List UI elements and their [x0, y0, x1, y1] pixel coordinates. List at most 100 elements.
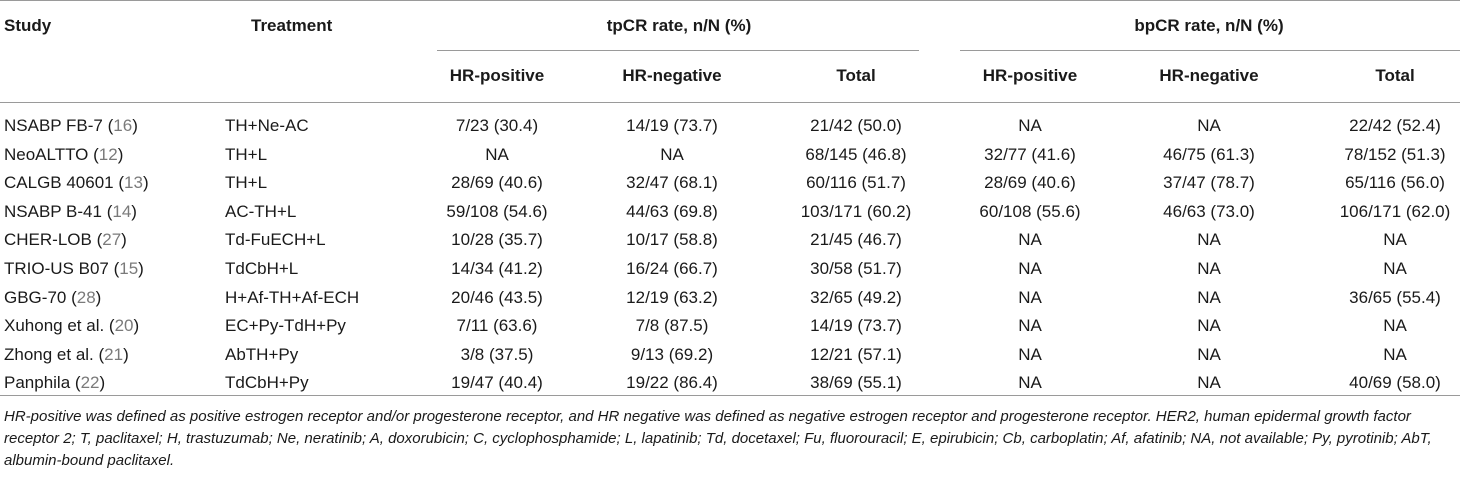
study-name: CALGB 40601 — [4, 173, 114, 193]
value-cell: 7/8 (87.5) — [635, 316, 709, 336]
value-cell: NA — [1197, 316, 1221, 336]
value-cell: 7/11 (63.6) — [456, 316, 538, 336]
reference-number: 16 — [113, 116, 133, 135]
study-name: CHER-LOB — [4, 230, 92, 250]
value-cell: 68/145 (46.8) — [805, 144, 907, 164]
study-cell: NSABP B-41 (14) — [4, 201, 137, 221]
value-cell: NA — [1197, 287, 1221, 307]
header-treatment: Treatment — [251, 16, 333, 35]
treatment-cell: TH+L — [225, 173, 268, 193]
value-cell: 78/152 (51.3) — [1344, 144, 1446, 164]
value-cell: 22/42 (52.4) — [1349, 116, 1441, 135]
study-cell: CALGB 40601 (13) — [4, 173, 149, 193]
value-cell: 46/63 (73.0) — [1163, 201, 1255, 221]
header-tpcr-hr-negative: HR-negative — [622, 66, 722, 85]
reference-number: 22 — [80, 373, 100, 393]
treatment-cell: H+Af-TH+Af-ECH — [225, 287, 360, 307]
value-cell: 9/13 (69.2) — [630, 344, 714, 364]
header-study: Study — [4, 16, 52, 35]
header-tpcr-total: Total — [836, 66, 876, 85]
value-cell: NA — [1383, 316, 1407, 336]
value-cell: 7/23 (30.4) — [455, 116, 539, 135]
study-cell: Xuhong et al. (20) — [4, 316, 140, 336]
reference-number: 27 — [102, 230, 122, 250]
header-bpcr-hr-positive: HR-positive — [982, 66, 1078, 85]
treatment-cell: TH+L — [225, 144, 268, 164]
treatment-cell: TH+Ne-AC — [225, 116, 309, 135]
value-cell: 21/45 (46.7) — [810, 230, 902, 250]
value-cell: 20/46 (43.5) — [451, 287, 543, 307]
value-cell: 12/19 (63.2) — [626, 287, 718, 307]
header-tpcr-group: tpCR rate, n/N (%) — [606, 16, 752, 35]
study-cell: CHER-LOB (27) — [4, 230, 127, 250]
study-name: NSABP FB-7 — [4, 116, 103, 135]
value-cell: 40/69 (58.0) — [1349, 373, 1441, 393]
header-bpcr-hr-negative: HR-negative — [1159, 66, 1259, 85]
value-cell: 14/34 (41.2) — [451, 259, 543, 278]
study-name: NSABP B-41 — [4, 201, 102, 221]
value-cell: 14/19 (73.7) — [810, 316, 902, 336]
value-cell: 38/69 (55.1) — [810, 373, 902, 393]
value-cell: 46/75 (61.3) — [1163, 144, 1255, 164]
value-cell: NA — [1018, 316, 1042, 336]
value-cell: NA — [1018, 344, 1042, 364]
value-cell: NA — [1018, 116, 1042, 135]
study-cell: NeoALTTO (12) — [4, 144, 124, 164]
value-cell: 32/65 (49.2) — [810, 287, 902, 307]
value-cell: NA — [660, 144, 684, 164]
value-cell: 28/69 (40.6) — [451, 173, 543, 193]
reference-number: 15 — [119, 259, 139, 278]
study-name: Zhong et al. — [4, 344, 94, 364]
reference-number: 12 — [98, 144, 118, 164]
value-cell: 103/171 (60.2) — [800, 201, 912, 221]
value-cell: 106/171 (62.0) — [1339, 201, 1451, 221]
value-cell: NA — [1383, 230, 1407, 250]
study-cell: Panphila (22) — [4, 373, 106, 393]
value-cell: 19/22 (86.4) — [626, 373, 718, 393]
value-cell: 12/21 (57.1) — [810, 344, 902, 364]
study-cell: TRIO-US B07 (15) — [4, 259, 144, 278]
value-cell: 14/19 (73.7) — [626, 116, 718, 135]
value-cell: 3/8 (37.5) — [460, 344, 534, 364]
value-cell: 16/24 (66.7) — [626, 259, 718, 278]
value-cell: 65/116 (56.0) — [1345, 173, 1445, 193]
value-cell: 32/47 (68.1) — [626, 173, 718, 193]
value-cell: 21/42 (50.0) — [810, 116, 902, 135]
value-cell: 59/108 (54.6) — [446, 201, 548, 221]
value-cell: 32/77 (41.6) — [984, 144, 1076, 164]
value-cell: 44/63 (69.8) — [626, 201, 718, 221]
value-cell: NA — [1197, 344, 1221, 364]
value-cell: 10/28 (35.7) — [451, 230, 543, 250]
tpcr-group-rule — [437, 50, 919, 51]
treatment-cell: TdCbH+Py — [225, 373, 309, 393]
study-name: TRIO-US B07 — [4, 259, 109, 278]
value-cell: 19/47 (40.4) — [451, 373, 543, 393]
value-cell: 36/65 (55.4) — [1349, 287, 1441, 307]
header-bpcr-total: Total — [1375, 66, 1415, 85]
treatment-cell: EC+Py-TdH+Py — [225, 316, 346, 336]
value-cell: 10/17 (58.8) — [626, 230, 718, 250]
treatment-cell: Td-FuECH+L — [225, 230, 326, 250]
value-cell: NA — [1197, 116, 1221, 135]
value-cell: 30/58 (51.7) — [810, 259, 902, 278]
value-cell: 60/116 (51.7) — [806, 173, 906, 193]
treatment-cell: AbTH+Py — [225, 344, 299, 364]
header-tpcr-hr-positive: HR-positive — [449, 66, 545, 85]
reference-number: 21 — [104, 344, 124, 364]
reference-number: 14 — [112, 201, 132, 221]
value-cell: NA — [1018, 230, 1042, 250]
value-cell: NA — [1018, 373, 1042, 393]
study-name: Xuhong et al. — [4, 316, 105, 336]
value-cell: NA — [1197, 373, 1221, 393]
value-cell: 28/69 (40.6) — [984, 173, 1076, 193]
value-cell: NA — [1018, 287, 1042, 307]
value-cell: NA — [485, 144, 509, 164]
bpcr-group-rule — [960, 50, 1460, 51]
reference-number: 13 — [124, 173, 143, 193]
reference-number: 28 — [76, 287, 96, 307]
value-cell: NA — [1383, 259, 1407, 278]
value-cell: NA — [1018, 259, 1042, 278]
table-footnote: HR-positive was defined as positive estr… — [4, 408, 1432, 469]
table-bottom-rule — [0, 395, 1460, 396]
study-name: Panphila — [4, 373, 71, 393]
